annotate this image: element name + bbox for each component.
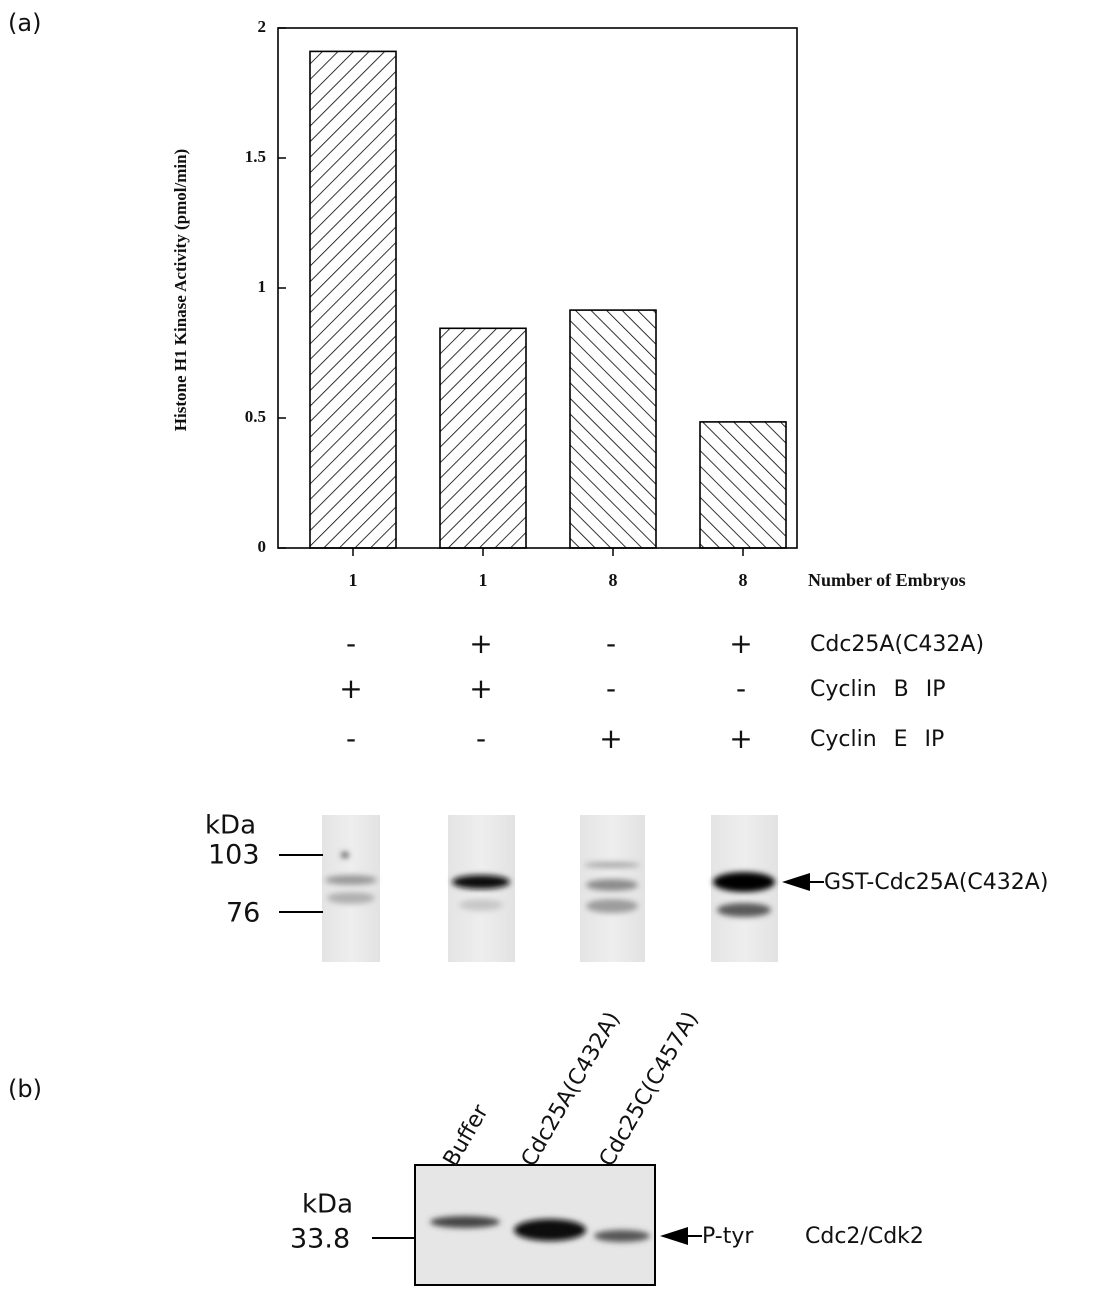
bar [439,327,527,549]
x-tick-label: 8 [739,570,748,590]
condition-sign: - [606,672,616,705]
y-tick-label: 0 [258,537,267,556]
bar [569,309,657,549]
protein-label: Cdc2/Cdk2 [805,1224,924,1249]
x-axis-label: Number of Embryos [808,570,966,590]
y-tick-label: 1 [258,277,267,296]
bar [699,421,787,549]
arrow [660,1227,688,1245]
condition-sign: + [599,722,622,755]
arrow [782,873,810,891]
condition-sign: - [476,722,486,755]
condition-sign: - [346,627,356,660]
bar-chart: 0 0.5 1 1.5 2 1 1 8 8 [245,17,798,590]
y-tick-label: 2 [258,17,267,36]
y-tick-label: 0.5 [245,407,266,426]
condition-sign: + [469,627,492,660]
bar [309,50,397,549]
marker-label: 33.8 [290,1224,350,1255]
marker-label: 103 [208,840,260,871]
condition-sign: - [346,722,356,755]
condition-label: Cdc25A(C432A) [810,632,984,657]
panel-label: (b) [8,1075,42,1103]
condition-sign: - [736,672,746,705]
band-label: P-tyr [702,1224,754,1249]
unit-label: kDa [205,811,256,841]
condition-sign: + [469,672,492,705]
y-axis-label: Histone H1 Kinase Activity (pmol/min) [171,149,190,431]
panel-label: (a) [8,9,41,37]
plot-frame [277,27,798,549]
marker-label: 76 [226,898,260,929]
lane-label: Buffer [439,1100,495,1171]
western-blot-b: Buffer Cdc25A(C432A) Cdc25C(C457A) kDa 3… [290,1008,924,1286]
western-blot-a: kDa 103 76 GST-Cdc25A(C432A) [205,811,1048,962]
x-tick-label: 8 [609,570,618,590]
condition-sign: + [339,672,362,705]
condition-table: Cdc25A(C432A) - + - + Cyclin B IP + + - - Cyclin E… [339,627,984,755]
condition-sign: - [606,627,616,660]
blot-lane [322,815,380,962]
condition-label: Cyclin B IP [810,677,945,702]
x-tick-label: 1 [479,570,488,590]
unit-label: kDa [302,1190,353,1220]
blot-bands [325,852,775,917]
condition-sign: + [729,627,752,660]
y-tick-label: 1.5 [245,147,266,166]
blot-bands [430,1216,650,1242]
condition-label: Cyclin E IP [810,727,944,752]
condition-sign: + [729,722,752,755]
band-label: GST-Cdc25A(C432A) [824,870,1048,895]
x-tick-label: 1 [349,570,358,590]
